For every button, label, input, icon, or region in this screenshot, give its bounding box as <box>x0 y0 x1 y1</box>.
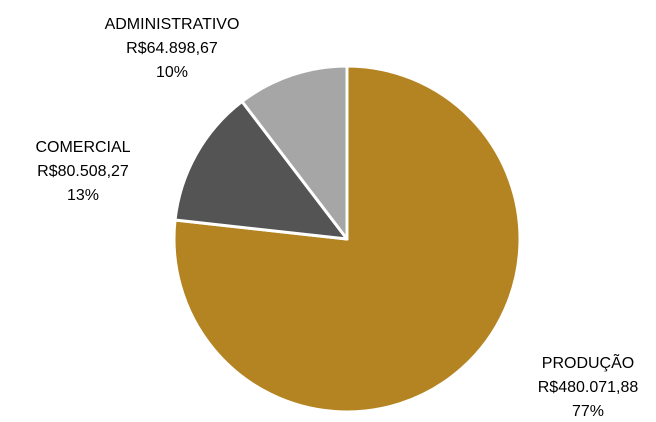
pie-slice-administrativo <box>240 64 349 241</box>
slice-value-label: R$80.508,27 <box>37 163 129 180</box>
slice-label-produção: PRODUÇÃO R$480.071,88 77% <box>538 352 639 420</box>
slice-name-label: COMERCIAL <box>35 139 130 156</box>
slice-percent-label: 77% <box>572 403 604 420</box>
pie-slice-comercial <box>173 99 349 241</box>
slice-label-comercial: COMERCIAL R$80.508,27 13% <box>35 139 130 204</box>
pie-slices <box>172 64 522 414</box>
slice-name-label: PRODUÇÃO <box>542 352 634 372</box>
slice-percent-label: 10% <box>156 64 188 81</box>
slice-name-label: ADMINISTRATIVO <box>105 16 240 33</box>
slice-percent-label: 13% <box>67 187 99 204</box>
slice-value-label: R$64.898,67 <box>126 40 218 57</box>
slice-label-administrativo: ADMINISTRATIVO R$64.898,67 10% <box>105 16 240 81</box>
slice-value-label: R$480.071,88 <box>538 379 639 396</box>
